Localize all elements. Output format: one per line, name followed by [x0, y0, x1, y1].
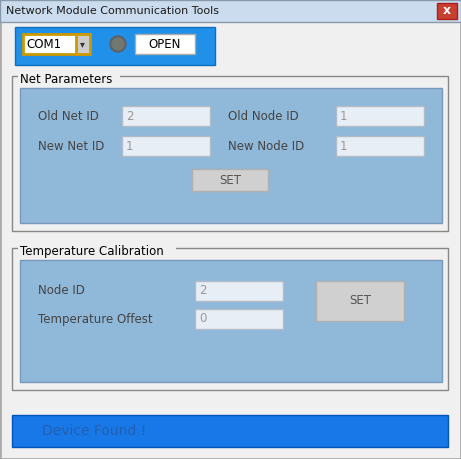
Bar [23, 34, 85, 54]
Text: Device Found !: Device Found ! [42, 424, 146, 438]
Text: Temperature Calibration: Temperature Calibration [20, 245, 164, 258]
Bar [195, 309, 283, 329]
Text: x: x [443, 5, 451, 17]
Text: Net Parameters: Net Parameters [20, 73, 112, 86]
Bar [12, 248, 448, 390]
Bar [437, 3, 457, 19]
Text: 2: 2 [199, 285, 207, 297]
Text: 2: 2 [126, 110, 134, 123]
Text: COM1: COM1 [26, 38, 61, 50]
Text: Node ID: Node ID [38, 285, 85, 297]
Bar [76, 34, 90, 54]
Text: 1: 1 [340, 110, 348, 123]
Text: Network Module Communication Tools: Network Module Communication Tools [6, 6, 219, 16]
Text: SET: SET [219, 174, 241, 186]
Text: Temperature Offest: Temperature Offest [38, 313, 153, 325]
Bar [20, 88, 442, 223]
Bar [122, 106, 210, 126]
Text: Old Node ID: Old Node ID [228, 110, 299, 123]
Text: 1: 1 [126, 140, 134, 152]
Text: Old Net ID: Old Net ID [38, 110, 99, 123]
Bar [20, 260, 442, 382]
Circle shape [110, 36, 126, 52]
Bar [12, 415, 448, 447]
Bar [195, 281, 283, 301]
Text: 1: 1 [340, 140, 348, 152]
Text: ▾: ▾ [80, 39, 85, 49]
Circle shape [112, 38, 124, 50]
Bar [122, 136, 210, 156]
Bar [15, 27, 215, 65]
Text: New Net ID: New Net ID [38, 140, 104, 152]
Text: 0: 0 [199, 313, 207, 325]
Bar [18, 73, 120, 83]
Bar [0, 0, 461, 22]
Text: SET: SET [349, 295, 371, 308]
Bar [316, 281, 404, 321]
Bar [336, 136, 424, 156]
Text: OPEN: OPEN [149, 38, 181, 50]
Bar [12, 76, 448, 231]
Text: New Node ID: New Node ID [228, 140, 304, 152]
Bar [192, 169, 268, 191]
Bar [18, 245, 176, 255]
Bar [135, 34, 195, 54]
Bar [336, 106, 424, 126]
